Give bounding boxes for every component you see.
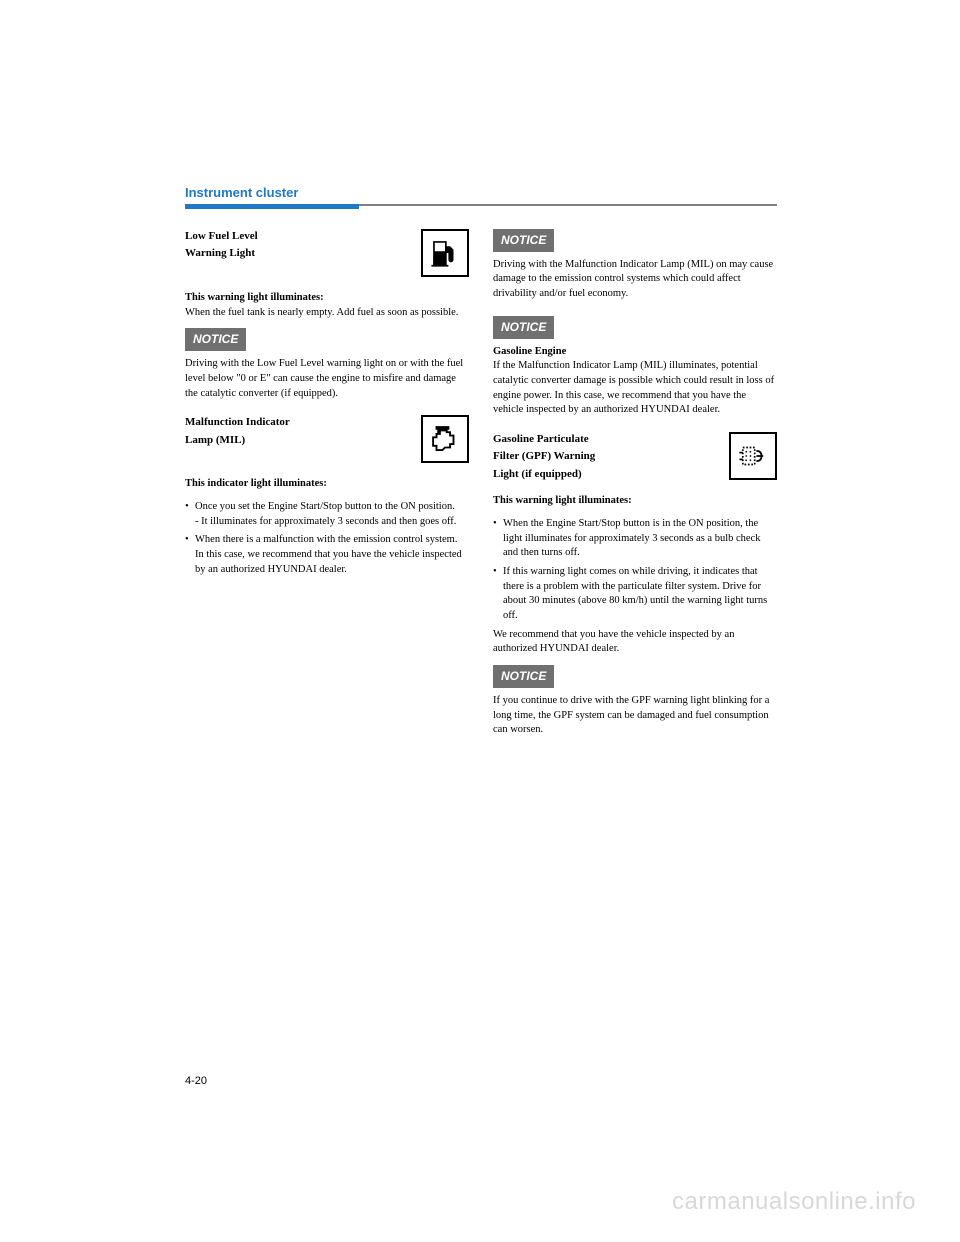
notice-badge-4: NOTICE bbox=[493, 665, 554, 688]
engine-icon bbox=[421, 415, 469, 463]
notice-badge-1: NOTICE bbox=[185, 328, 246, 351]
mil-b1: Once you set the Engine Start/Stop butto… bbox=[195, 501, 455, 512]
left-column: Low Fuel Level Warning Light This warnin… bbox=[185, 229, 469, 752]
fuel-lead: This warning light illuminates: bbox=[185, 292, 324, 303]
watermark: carmanualsonline.info bbox=[672, 1188, 916, 1216]
manual-page: Instrument cluster Low Fuel Level Warnin… bbox=[185, 185, 777, 752]
notice-1-body: Driving with the Low Fuel Level warning … bbox=[185, 357, 469, 401]
gpf-bullet-2: • If this warning light comes on while d… bbox=[493, 565, 777, 624]
gpf-b1: When the Engine Start/Stop button is in … bbox=[503, 517, 777, 561]
header-rule bbox=[185, 204, 777, 209]
mil-b1s: - It illuminates for approximately 3 sec… bbox=[195, 516, 456, 527]
fuel-pump-icon bbox=[421, 229, 469, 277]
gpf-b2: If this warning light comes on while dri… bbox=[503, 565, 777, 624]
mil-lead: This indicator light illuminates: bbox=[185, 478, 327, 489]
notice-4-body: If you continue to drive with the GPF wa… bbox=[493, 694, 777, 738]
gpf-lead-para: This warning light illuminates: bbox=[493, 494, 777, 509]
notice-badge-2: NOTICE bbox=[493, 229, 554, 252]
section-header: Instrument cluster bbox=[185, 185, 777, 200]
notice-badge-3: NOTICE bbox=[493, 316, 554, 339]
content-columns: Low Fuel Level Warning Light This warnin… bbox=[185, 229, 777, 752]
mil-b2: When there is a malfunction with the emi… bbox=[195, 534, 457, 545]
gpf-lead: This warning light illuminates: bbox=[493, 495, 632, 506]
right-column: NOTICE Driving with the Malfunction Indi… bbox=[493, 229, 777, 752]
mil-bullet-1: • Once you set the Engine Start/Stop but… bbox=[185, 500, 469, 529]
mil-lead-para: This indicator light illuminates: bbox=[185, 477, 469, 492]
gpf-bullet-1: • When the Engine Start/Stop button is i… bbox=[493, 517, 777, 561]
fuel-text: When the fuel tank is nearly empty. Add … bbox=[185, 307, 458, 318]
mil-section: Malfunction Indicator Lamp (MIL) bbox=[185, 415, 469, 467]
gpf-recommend: We recommend that you have the vehicle i… bbox=[493, 628, 777, 657]
gpf-filter-icon bbox=[729, 432, 777, 480]
notice-3-body: Gasoline Engine If the Malfunction Indic… bbox=[493, 345, 777, 418]
notice-3-text: If the Malfunction Indicator Lamp (MIL) … bbox=[493, 360, 774, 415]
gpf-section: Gasoline Particulate Filter (GPF) Warnin… bbox=[493, 432, 777, 484]
fuel-body: This warning light illuminates: When the… bbox=[185, 291, 469, 320]
fuel-warning-section: Low Fuel Level Warning Light bbox=[185, 229, 469, 281]
mil-bullet-2: • When there is a malfunction with the e… bbox=[185, 533, 469, 577]
mil-b2s: In this case, we recommend that you have… bbox=[195, 549, 462, 575]
page-number: 4-20 bbox=[185, 1075, 207, 1087]
notice-2-body: Driving with the Malfunction Indicator L… bbox=[493, 258, 777, 302]
notice-3-heading: Gasoline Engine bbox=[493, 346, 566, 357]
